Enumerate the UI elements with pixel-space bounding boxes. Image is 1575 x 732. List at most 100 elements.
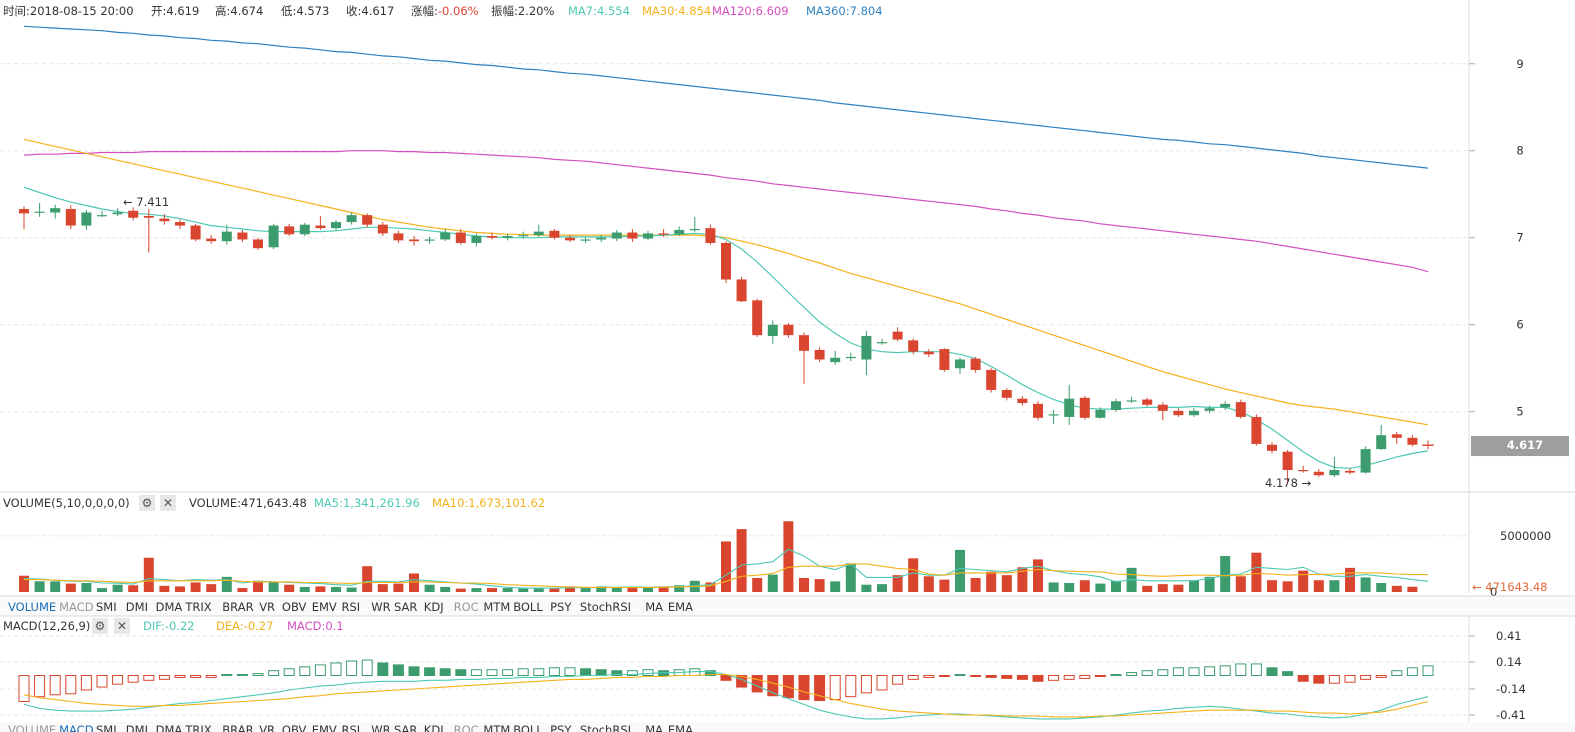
candle[interactable] [830, 350, 841, 365]
candle[interactable] [1267, 442, 1277, 454]
macd-bar[interactable] [876, 675, 888, 691]
macd-bar[interactable] [1219, 665, 1231, 676]
macd-bar[interactable] [1328, 675, 1340, 684]
volume-bar[interactable] [565, 586, 575, 592]
candle[interactable] [939, 348, 950, 372]
volume-bar[interactable] [1329, 580, 1340, 592]
volume-bar[interactable] [658, 586, 669, 592]
macd-bar[interactable] [1282, 671, 1294, 677]
macd-bar[interactable] [502, 669, 514, 676]
volume-bar[interactable] [1048, 582, 1059, 592]
tab-dmi[interactable]: DMI [126, 600, 148, 614]
volume-bar[interactable] [143, 557, 154, 592]
volume-bar[interactable] [299, 586, 310, 592]
candle[interactable] [1345, 468, 1355, 475]
macd-bar[interactable] [486, 669, 498, 676]
volume-bar[interactable] [1204, 576, 1215, 592]
macd-bar[interactable] [1406, 667, 1418, 676]
macd-bar[interactable] [985, 675, 997, 678]
macd-bar[interactable] [533, 668, 545, 677]
volume-bar[interactable] [861, 584, 872, 592]
candle[interactable] [1329, 456, 1340, 477]
macd-bar[interactable] [1110, 674, 1122, 677]
candle[interactable] [596, 235, 607, 243]
candle[interactable] [424, 236, 435, 244]
volume-bar[interactable] [1064, 583, 1075, 592]
tab-rsi[interactable]: RSI [342, 600, 361, 614]
candle[interactable] [1251, 414, 1262, 446]
volume-bar[interactable] [674, 585, 685, 592]
volume-bar[interactable] [487, 588, 497, 592]
volume-bar[interactable] [1095, 583, 1106, 592]
macd-bar[interactable] [814, 675, 826, 702]
tab-emv[interactable]: EMV [312, 723, 337, 732]
volume-bar[interactable] [705, 582, 716, 592]
tab-sar[interactable]: SAR [394, 723, 417, 732]
candle[interactable] [1313, 469, 1324, 477]
macd-bar[interactable] [190, 675, 202, 678]
candle[interactable] [814, 347, 825, 363]
macd-bar[interactable] [1297, 675, 1309, 682]
tab-volume[interactable]: VOLUME [8, 723, 56, 732]
tab-mtm[interactable]: MTM [483, 723, 510, 732]
macd-bar[interactable] [1266, 667, 1278, 676]
candle[interactable] [736, 276, 747, 303]
candle[interactable] [1157, 402, 1168, 421]
candle[interactable] [1079, 396, 1090, 420]
tab-boll[interactable]: BOLL [513, 723, 543, 732]
candle[interactable] [565, 235, 575, 243]
volume-bar[interactable] [986, 571, 997, 592]
macd-bar[interactable] [143, 675, 155, 681]
volume-bar[interactable] [190, 582, 201, 592]
tab-ema[interactable]: EMA [668, 723, 693, 732]
volume-bar[interactable] [1345, 567, 1355, 592]
macd-bar[interactable] [1172, 667, 1184, 676]
macd-bar[interactable] [767, 675, 779, 697]
macd-bar[interactable] [1016, 675, 1028, 680]
candle[interactable] [19, 206, 29, 230]
volume-bar[interactable] [315, 586, 326, 592]
candle[interactable] [440, 229, 451, 242]
macd-bar[interactable] [580, 668, 592, 677]
macd-bar[interactable] [1360, 675, 1372, 680]
volume-bar[interactable] [1001, 575, 1012, 592]
candle[interactable] [1017, 396, 1028, 406]
macd-bar[interactable] [268, 670, 280, 676]
macd-bar[interactable] [907, 675, 919, 680]
macd-bar[interactable] [252, 673, 264, 677]
macd-bar[interactable] [377, 662, 389, 676]
macd-bar[interactable] [923, 675, 935, 678]
candle[interactable] [393, 230, 404, 243]
candle[interactable] [549, 229, 560, 240]
tab-kdj[interactable]: KDJ [424, 723, 444, 732]
candle[interactable] [892, 327, 903, 342]
candle[interactable] [362, 213, 373, 228]
candle[interactable] [674, 226, 685, 236]
volume-bar[interactable] [845, 563, 856, 592]
volume-bar[interactable] [814, 579, 825, 592]
volume-bar[interactable] [1173, 584, 1184, 592]
candle[interactable] [409, 235, 419, 246]
macd-bar[interactable] [112, 675, 124, 685]
tab-mtm[interactable]: MTM [483, 600, 510, 614]
candle[interactable] [1189, 408, 1199, 417]
tab-ma[interactable]: MA [645, 600, 663, 614]
macd-bar[interactable] [720, 675, 732, 681]
tab-roc[interactable]: ROC [454, 600, 479, 614]
volume-bar[interactable] [346, 587, 357, 592]
candle[interactable] [752, 298, 763, 337]
candle[interactable] [518, 231, 529, 239]
macd-bar[interactable] [96, 675, 108, 688]
candle[interactable] [799, 332, 809, 384]
candle[interactable] [81, 209, 92, 230]
volume-bar[interactable] [331, 586, 341, 592]
candle[interactable] [487, 232, 497, 240]
tab-ma[interactable]: MA [645, 723, 663, 732]
volume-bar[interactable] [533, 587, 544, 592]
macd-bar[interactable] [1094, 675, 1106, 677]
candle[interactable] [923, 349, 934, 357]
volume-bar[interactable] [1267, 580, 1277, 592]
volume-bar[interactable] [721, 541, 731, 592]
volume-bar[interactable] [1376, 583, 1387, 592]
